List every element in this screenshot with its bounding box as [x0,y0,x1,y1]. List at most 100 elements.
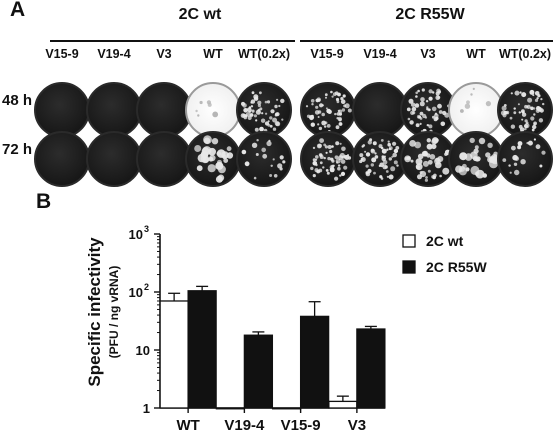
plaque [428,89,433,94]
plaque [379,162,384,168]
plaque [317,143,322,148]
plaque [410,110,415,115]
plaque [426,153,431,158]
plaque [422,160,429,167]
plaque [392,152,397,158]
plaque [247,115,252,120]
plaque [272,117,278,123]
plaque [325,96,327,99]
plaque [194,145,202,152]
plaque [312,158,316,162]
plaque [512,154,518,161]
plaque [256,139,259,142]
plaque [407,117,411,121]
plaque [532,124,537,130]
plate-48h-col7 [352,82,408,138]
plaque [530,116,535,121]
plaque [410,159,414,163]
plaque [269,124,273,128]
plaque [365,152,371,157]
plaque [521,109,525,114]
plaque [464,103,471,109]
group-line-2c-wt [50,40,295,42]
plaque [202,156,210,163]
plate-72h-col5 [236,131,292,187]
plaque [272,127,277,131]
plaque [309,115,314,121]
plaque [246,107,252,113]
plaque [251,91,255,95]
plaque [460,109,464,113]
plaque [508,164,511,167]
plaque [526,105,529,108]
plaque [261,112,264,115]
plaque [372,141,377,146]
col-label-wt-wt02x: WT(0.2x) [237,47,291,61]
plaque [330,90,333,94]
plaque [526,104,531,109]
plaque [426,138,431,143]
plaque [314,110,320,115]
plaque [311,103,314,106]
plaque [312,161,318,166]
plaque [514,90,520,96]
plaque [280,98,285,104]
plaque [533,122,536,126]
plaque [341,146,346,152]
plaque [241,101,245,106]
plaque [335,141,340,146]
plaque [335,125,340,130]
plaque [425,176,428,179]
plaque [212,111,219,118]
bar-2c-wt [159,300,189,409]
plate-48h-col4 [185,82,241,138]
plaque [318,126,323,131]
plaque [265,112,268,115]
x-tick-label: V3 [348,417,366,434]
plaque [417,174,422,180]
bar-2c-r55w [187,290,217,409]
plaque [466,100,470,105]
plaque [519,91,522,94]
plaque [487,142,493,148]
plaque [433,117,438,122]
plaque [535,144,541,150]
bar-2c-wt [271,407,302,410]
plaque [455,165,463,173]
plate-72h-col4 [185,131,241,187]
plaque [513,107,516,110]
plaque [419,122,422,125]
plaque [314,168,319,173]
plaque [207,164,216,173]
plaque [327,109,332,114]
plaque [255,109,261,115]
plate-48h-col1 [34,82,90,138]
plaque [464,153,473,161]
plaque [503,104,507,107]
plaque [240,113,246,118]
plate-72h-col7 [352,131,408,187]
plaque [341,108,346,112]
y-axis-units: (PFU / ng vRNA) [107,266,121,359]
plaque [272,158,275,161]
panel-a-letter: A [10,0,26,21]
plaque [404,156,409,161]
plaque [374,152,377,155]
bar-2c-wt [328,400,358,409]
x-tick-label: WT [176,417,199,434]
plaque [365,164,369,168]
plaque [340,97,344,101]
plaque [326,171,330,175]
plaque [419,101,425,107]
plaque [337,92,341,97]
plaque [343,165,348,170]
plaque [274,104,278,109]
plaque [527,97,533,103]
plaque [277,163,283,169]
plaque [337,116,342,122]
plaque [521,92,527,98]
col-label-wt-v3: V3 [156,47,172,61]
plaque [267,123,271,127]
plaque [361,145,364,148]
plaque [216,151,222,156]
